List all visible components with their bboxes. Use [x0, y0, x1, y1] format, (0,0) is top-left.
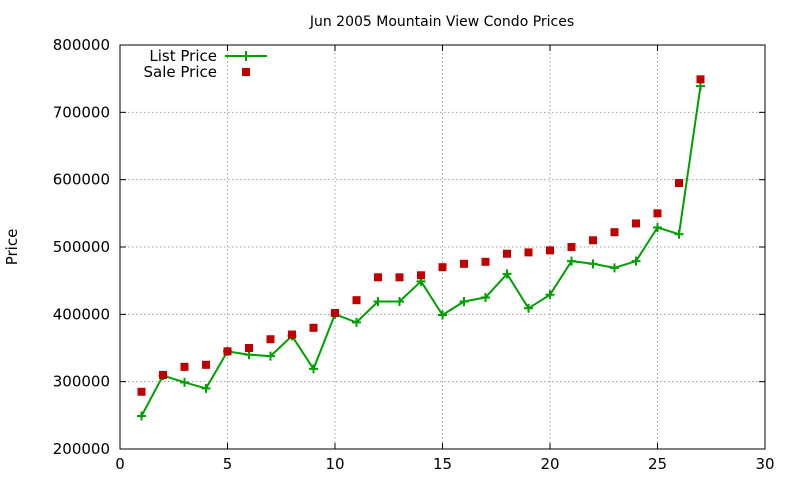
- sale-price-point: [137, 387, 146, 396]
- sale-price-point: [180, 362, 189, 371]
- sale-price-point: [266, 335, 275, 344]
- list-price-point: [352, 317, 361, 327]
- sale-price-point: [675, 179, 683, 188]
- list-price-point: [201, 383, 211, 393]
- y-tick-label: 400000: [53, 305, 110, 323]
- list-price-point: [524, 303, 533, 313]
- x-tick-label: 15: [433, 455, 452, 473]
- sale-price-point: [159, 370, 167, 379]
- sale-price-point: [610, 228, 619, 237]
- sale-price-point: [309, 323, 318, 332]
- y-tick-label: 800000: [53, 36, 110, 54]
- y-tick-label: 700000: [53, 103, 110, 121]
- axis-ticks: 0 5 10 15 20 25 30 200000 300000 400000 500000 6000…: [53, 36, 775, 473]
- sale-price-point: [460, 259, 468, 268]
- sale-price-point: [696, 75, 705, 84]
- y-tick-label: 200000: [53, 440, 110, 458]
- y-tick-label: 500000: [53, 238, 110, 256]
- list-price-point: [438, 310, 447, 320]
- list-price-point: [309, 364, 318, 374]
- list-price-point: [631, 256, 641, 266]
- list-price-point: [266, 351, 275, 361]
- sale-price-point: [653, 209, 662, 218]
- grid-lines: [120, 45, 765, 449]
- sale-price-point: [417, 271, 425, 280]
- list-price-point: [567, 256, 576, 266]
- sale-price-point: [288, 330, 296, 339]
- legend-marker-list-price: [241, 51, 251, 61]
- list-price-point: [180, 377, 189, 387]
- sale-price-point: [352, 296, 361, 305]
- list-price-point: [502, 269, 512, 279]
- list-price-point: [137, 411, 146, 421]
- sale-price-point: [632, 219, 640, 228]
- chart-title: Jun 2005 Mountain View Condo Prices: [309, 14, 574, 30]
- x-tick-label: 5: [223, 455, 233, 473]
- list-price-line: [140, 85, 702, 417]
- sale-price-point: [202, 360, 210, 369]
- x-tick-label: 30: [755, 455, 774, 473]
- sale-price-point: [481, 257, 490, 266]
- list-price-point: [481, 293, 490, 302]
- sale-price-point: [331, 308, 339, 317]
- sale-price-point: [567, 243, 576, 251]
- list-price-point: [395, 297, 404, 307]
- legend-label-list-price: List Price: [149, 47, 217, 65]
- legend-label-sale-price: Sale Price: [144, 63, 217, 81]
- plot-data: [137, 75, 705, 421]
- legend: List Price Sale Price: [144, 47, 267, 81]
- list-price-point: [373, 297, 383, 307]
- x-tick-label: 20: [540, 455, 559, 473]
- list-price-point: [653, 222, 662, 232]
- x-tick-label: 0: [115, 455, 125, 473]
- sale-price-point: [223, 347, 232, 356]
- list-price-point: [610, 263, 619, 273]
- list-price-point: [459, 297, 469, 307]
- x-tick-label: 25: [648, 455, 667, 473]
- sale-price-point: [395, 273, 404, 282]
- legend-marker-sale-price: [242, 68, 250, 76]
- sale-price-point: [546, 246, 554, 255]
- y-tick-label: 300000: [53, 373, 110, 391]
- x-tick-label: 10: [325, 455, 344, 473]
- list-price-point: [674, 229, 684, 239]
- sale-price-point: [589, 236, 597, 245]
- sale-price-point: [245, 344, 253, 352]
- list-price-point: [588, 259, 598, 269]
- sale-price-point: [503, 249, 511, 258]
- sale-price-point: [374, 273, 382, 282]
- sale-price-point: [438, 263, 447, 272]
- y-axis-label: Price: [3, 229, 21, 266]
- sale-price-point: [524, 248, 533, 257]
- list-price-point: [545, 290, 555, 300]
- y-tick-label: 600000: [53, 171, 110, 189]
